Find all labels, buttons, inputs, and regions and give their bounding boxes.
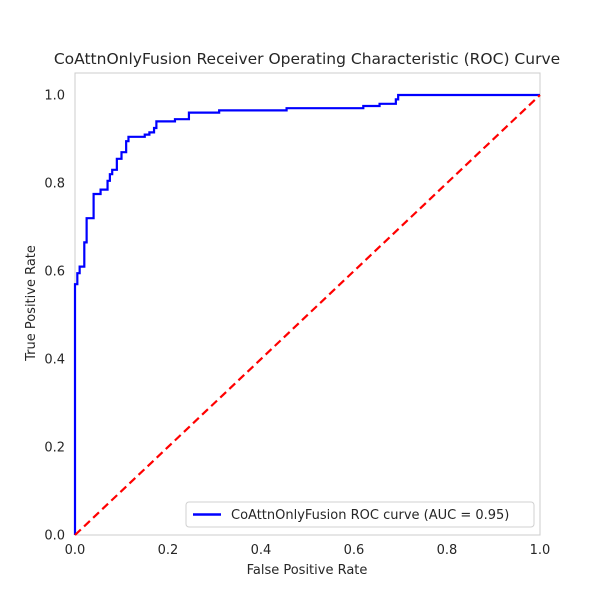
plot-area-frame [74,72,541,536]
roc-curve-line [73,93,540,535]
chance-diagonal-line [74,94,541,536]
x-tick-label: 0.2 [158,543,179,558]
y-axis-ticks: 0.0 0.2 0.4 0.6 0.8 1.0 [44,89,65,544]
chart-title: CoAttnOnlyFusion Receiver Operating Char… [54,50,560,68]
y-tick-label: 0.8 [44,177,65,192]
series-layer [73,93,541,536]
x-tick-label: 0.4 [251,543,272,558]
legend-label-roc: CoAttnOnlyFusion ROC curve (AUC = 0.95) [231,508,509,523]
y-tick-label: 1.0 [44,89,65,104]
x-tick-label: 1.0 [530,543,551,558]
legend: CoAttnOnlyFusion ROC curve (AUC = 0.95) [185,501,535,528]
x-tick-label: 0.0 [65,543,86,558]
y-tick-label: 0.4 [44,353,65,368]
y-tick-label: 0.6 [44,265,65,280]
legend-box [185,501,535,528]
x-axis-ticks: 0.0 0.2 0.4 0.6 0.8 1.0 [65,543,551,558]
x-tick-label: 0.8 [437,543,458,558]
y-axis-label: True Positive Rate [24,245,39,362]
y-tick-label: 0.2 [44,441,65,456]
x-tick-label: 0.6 [344,543,365,558]
y-tick-label: 0.0 [44,529,65,544]
x-axis-label: False Positive Rate [247,563,368,578]
